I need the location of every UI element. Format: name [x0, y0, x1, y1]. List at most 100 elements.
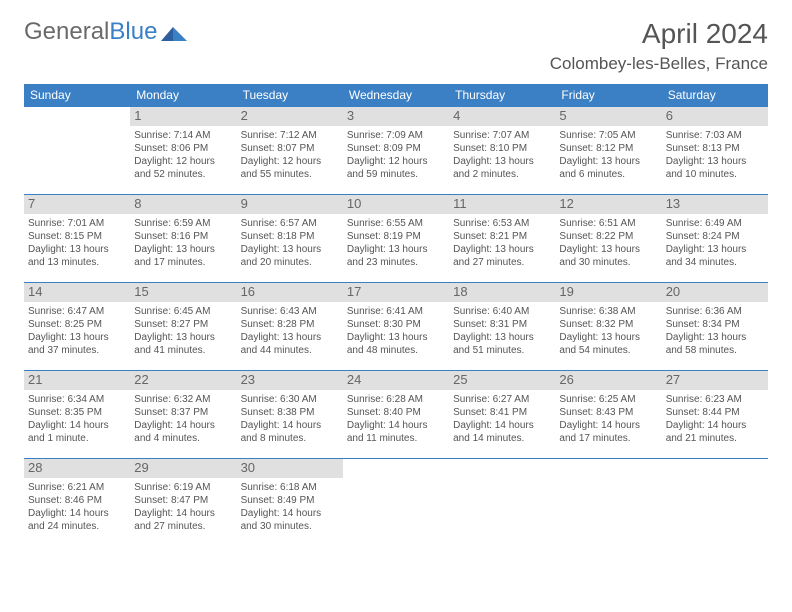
day-ss: Sunset: 8:44 PM	[666, 406, 764, 419]
day-number: 5	[555, 107, 661, 126]
day-ss: Sunset: 8:37 PM	[134, 406, 232, 419]
day-ss: Sunset: 8:38 PM	[241, 406, 339, 419]
day-sr: Sunrise: 7:09 AM	[347, 129, 445, 142]
calendar-day-cell: 10Sunrise: 6:55 AMSunset: 8:19 PMDayligh…	[343, 195, 449, 283]
day-d2: and 37 minutes.	[28, 344, 126, 357]
day-d2: and 58 minutes.	[666, 344, 764, 357]
day-d2: and 54 minutes.	[559, 344, 657, 357]
calendar-day-cell: 20Sunrise: 6:36 AMSunset: 8:34 PMDayligh…	[662, 283, 768, 371]
day-sr: Sunrise: 6:36 AM	[666, 305, 764, 318]
day-details: Sunrise: 6:32 AMSunset: 8:37 PMDaylight:…	[134, 393, 232, 445]
calendar-day-cell: 22 Sunrise: 6:32 AMSunset: 8:37 PMDayligh…	[130, 371, 236, 459]
day-sr: Sunrise: 6:34 AM	[28, 393, 126, 406]
calendar-day-cell: 24Sunrise: 6:28 AMSunset: 8:40 PMDayligh…	[343, 371, 449, 459]
day-d2: and 2 minutes.	[453, 168, 551, 181]
calendar-day-cell: 11Sunrise: 6:53 AMSunset: 8:21 PMDayligh…	[449, 195, 555, 283]
day-details: Sunrise: 6:18 AMSunset: 8:49 PMDaylight:…	[241, 481, 339, 533]
day-ss: Sunset: 8:43 PM	[559, 406, 657, 419]
calendar-day-cell	[24, 107, 130, 195]
day-sr: Sunrise: 7:03 AM	[666, 129, 764, 142]
calendar-day-cell: 7Sunrise: 7:01 AMSunset: 8:15 PMDaylight…	[24, 195, 130, 283]
month-title: April 2024	[550, 18, 768, 50]
day-sr: Sunrise: 7:12 AM	[241, 129, 339, 142]
title-block: April 2024 Colombey-les-Belles, France	[550, 18, 768, 74]
day-details: Sunrise: 6:19 AMSunset: 8:47 PMDaylight:…	[134, 481, 232, 533]
day-details: Sunrise: 6:30 AMSunset: 8:38 PMDaylight:…	[241, 393, 339, 445]
day-details: Sunrise: 6:34 AMSunset: 8:35 PMDaylight:…	[28, 393, 126, 445]
day-ss: Sunset: 8:18 PM	[241, 230, 339, 243]
logo-word2: Blue	[109, 18, 157, 45]
calendar-day-cell: 6Sunrise: 7:03 AMSunset: 8:13 PMDaylight…	[662, 107, 768, 195]
day-ss: Sunset: 8:31 PM	[453, 318, 551, 331]
day-ss: Sunset: 8:41 PM	[453, 406, 551, 419]
day-sr: Sunrise: 7:05 AM	[559, 129, 657, 142]
day-sr: Sunrise: 6:53 AM	[453, 217, 551, 230]
day-sr: Sunrise: 6:49 AM	[666, 217, 764, 230]
day-ss: Sunset: 8:27 PM	[134, 318, 232, 331]
day-details: Sunrise: 7:12 AMSunset: 8:07 PMDaylight:…	[241, 129, 339, 181]
day-d1: Daylight: 13 hours	[241, 243, 339, 256]
day-details: Sunrise: 6:21 AMSunset: 8:46 PMDaylight:…	[28, 481, 126, 533]
day-number: 2	[237, 107, 343, 126]
day-number: 20	[662, 283, 768, 302]
weekday-header-row: Sunday Monday Tuesday Wednesday Thursday…	[24, 84, 768, 107]
day-sr: Sunrise: 6:41 AM	[347, 305, 445, 318]
day-ss: Sunset: 8:49 PM	[241, 494, 339, 507]
calendar-day-cell: 21 Sunrise: 6:34 AMSunset: 8:35 PMDayligh…	[24, 371, 130, 459]
day-ss: Sunset: 8:35 PM	[28, 406, 126, 419]
day-ss: Sunset: 8:10 PM	[453, 142, 551, 155]
day-details: Sunrise: 6:59 AMSunset: 8:16 PMDaylight:…	[134, 217, 232, 269]
day-number: 16	[237, 283, 343, 302]
day-number: 4	[449, 107, 555, 126]
day-number: 14	[24, 283, 130, 302]
day-d2: and 52 minutes.	[134, 168, 232, 181]
day-d1: Daylight: 13 hours	[347, 243, 445, 256]
day-d1: Daylight: 14 hours	[241, 419, 339, 432]
day-ss: Sunset: 8:06 PM	[134, 142, 232, 155]
day-sr: Sunrise: 6:57 AM	[241, 217, 339, 230]
day-ss: Sunset: 8:19 PM	[347, 230, 445, 243]
calendar-day-cell: 12Sunrise: 6:51 AMSunset: 8:22 PMDayligh…	[555, 195, 661, 283]
day-number: 21	[24, 371, 130, 390]
weekday-header: Sunday	[24, 84, 130, 107]
day-d2: and 8 minutes.	[241, 432, 339, 445]
day-sr: Sunrise: 6:47 AM	[28, 305, 126, 318]
day-d1: Daylight: 14 hours	[347, 419, 445, 432]
calendar-week-row: 21Sunrise: 6:34 AMSunset: 8:35 PMDayligh…	[24, 371, 768, 459]
day-number: 22	[130, 371, 236, 390]
day-d1: Daylight: 13 hours	[559, 243, 657, 256]
calendar-day-cell: 18Sunrise: 6:40 AMSunset: 8:31 PMDayligh…	[449, 283, 555, 371]
day-d1: Daylight: 13 hours	[453, 155, 551, 168]
day-d1: Daylight: 13 hours	[28, 243, 126, 256]
calendar-table: Sunday Monday Tuesday Wednesday Thursday…	[24, 84, 768, 547]
day-details: Sunrise: 7:07 AMSunset: 8:10 PMDaylight:…	[453, 129, 551, 181]
day-d1: Daylight: 13 hours	[666, 331, 764, 344]
day-d2: and 1 minute.	[28, 432, 126, 445]
day-ss: Sunset: 8:12 PM	[559, 142, 657, 155]
day-details: Sunrise: 6:47 AMSunset: 8:25 PMDaylight:…	[28, 305, 126, 357]
day-details: Sunrise: 7:01 AMSunset: 8:15 PMDaylight:…	[28, 217, 126, 269]
day-d2: and 11 minutes.	[347, 432, 445, 445]
day-details: Sunrise: 6:41 AMSunset: 8:30 PMDaylight:…	[347, 305, 445, 357]
day-d1: Daylight: 14 hours	[134, 419, 232, 432]
day-details: Sunrise: 6:38 AMSunset: 8:32 PMDaylight:…	[559, 305, 657, 357]
day-ss: Sunset: 8:32 PM	[559, 318, 657, 331]
day-d1: Daylight: 14 hours	[666, 419, 764, 432]
day-sr: Sunrise: 6:27 AM	[453, 393, 551, 406]
day-sr: Sunrise: 6:40 AM	[453, 305, 551, 318]
day-number: 15	[130, 283, 236, 302]
day-number: 24	[343, 371, 449, 390]
day-number: 18	[449, 283, 555, 302]
calendar-day-cell: 9Sunrise: 6:57 AMSunset: 8:18 PMDaylight…	[237, 195, 343, 283]
weekday-header: Thursday	[449, 84, 555, 107]
calendar-day-cell: 17Sunrise: 6:41 AMSunset: 8:30 PMDayligh…	[343, 283, 449, 371]
day-sr: Sunrise: 7:01 AM	[28, 217, 126, 230]
day-sr: Sunrise: 6:43 AM	[241, 305, 339, 318]
calendar-week-row: 28Sunrise: 6:21 AMSunset: 8:46 PMDayligh…	[24, 459, 768, 547]
day-details: Sunrise: 6:27 AMSunset: 8:41 PMDaylight:…	[453, 393, 551, 445]
day-d2: and 20 minutes.	[241, 256, 339, 269]
day-details: Sunrise: 7:03 AMSunset: 8:13 PMDaylight:…	[666, 129, 764, 181]
day-d2: and 17 minutes.	[134, 256, 232, 269]
day-details: Sunrise: 6:49 AMSunset: 8:24 PMDaylight:…	[666, 217, 764, 269]
calendar-day-cell: 4 Sunrise: 7:07 AMSunset: 8:10 PMDaylight…	[449, 107, 555, 195]
